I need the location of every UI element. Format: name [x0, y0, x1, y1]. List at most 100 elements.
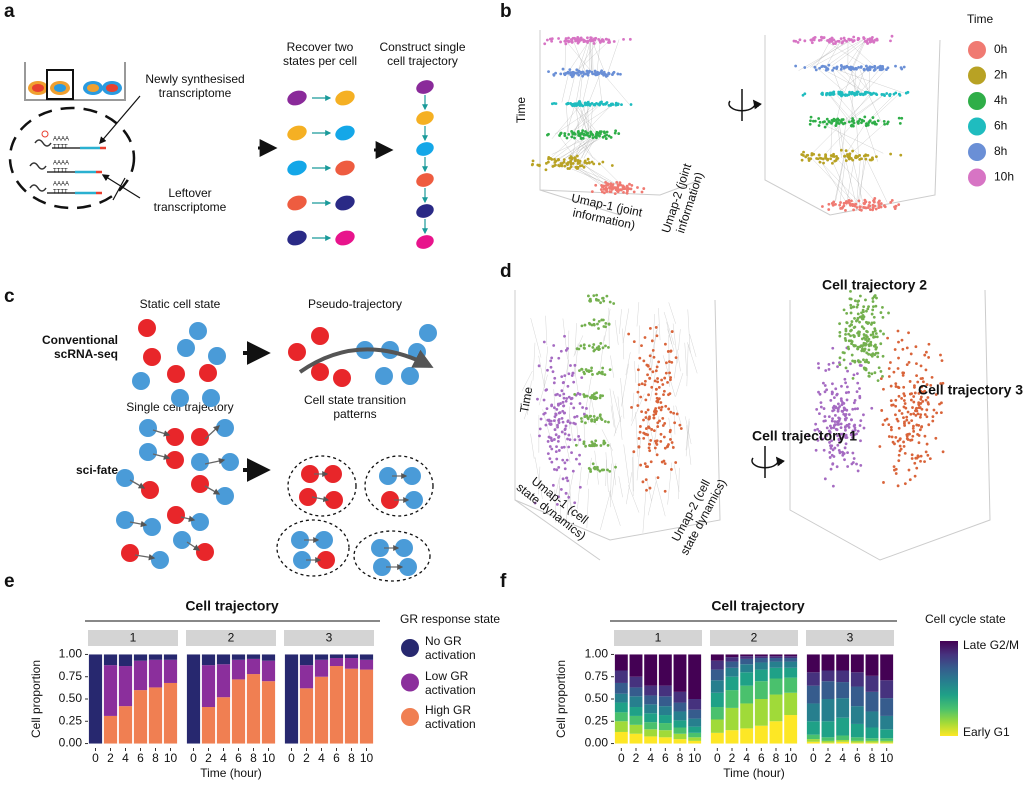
cell-dot — [648, 326, 652, 330]
cell-dot — [553, 406, 556, 410]
bar-segment — [769, 721, 783, 744]
cell-dot — [819, 35, 823, 39]
bar-segment — [821, 721, 835, 738]
cell-oval — [416, 142, 434, 156]
cell-dot — [832, 426, 836, 430]
poly-a: AAAA — [53, 137, 69, 143]
cell-dot — [604, 325, 607, 329]
cell-dot — [627, 332, 631, 336]
bar-segment — [673, 654, 687, 692]
cell-dot — [833, 413, 837, 417]
cell-dot — [896, 385, 900, 389]
axis-label: Umap-2 (cell state dynamics) — [668, 476, 730, 558]
cell-dot — [607, 71, 611, 75]
cell-dot — [917, 424, 921, 427]
cell-dot — [614, 465, 617, 469]
cell-dot — [381, 491, 399, 509]
cell-dot — [588, 299, 592, 303]
cell-dot — [579, 132, 583, 136]
cell-dot — [315, 531, 333, 549]
annotation: Leftover transcriptome before labeling — [151, 186, 230, 216]
cell-dot — [838, 331, 842, 334]
cell-dot — [859, 463, 863, 467]
y-tick-label: 0.25 — [59, 713, 83, 727]
cell-dot — [839, 67, 843, 71]
cell-dot — [821, 205, 824, 208]
cell-dot — [575, 72, 578, 75]
cell-dot — [577, 102, 581, 106]
bar-segment — [148, 687, 163, 744]
bar-segment — [688, 737, 702, 741]
link-line — [569, 479, 572, 518]
cell-dot — [918, 406, 922, 409]
x-tick-label: 4 — [318, 751, 325, 765]
link-line — [635, 412, 639, 457]
cell-dot — [562, 404, 565, 408]
cell-dot — [637, 383, 641, 387]
cell-dot — [189, 322, 207, 340]
cell-dot — [657, 397, 661, 401]
cell-dot — [567, 495, 571, 499]
cell-dot — [853, 359, 857, 363]
cell-dot — [577, 134, 580, 137]
link-line — [551, 131, 600, 155]
cell-dot — [558, 394, 562, 397]
cell-dot — [902, 416, 905, 420]
bar-segment — [710, 732, 724, 744]
cell-dot — [831, 448, 835, 452]
bar-segment — [644, 685, 658, 696]
cell-dot — [638, 425, 642, 428]
cell-dot — [840, 436, 844, 440]
cell-dot — [656, 425, 660, 428]
cell-dot — [809, 115, 813, 119]
cell-dot — [555, 468, 559, 472]
label-box: No GR activation — [425, 634, 476, 662]
cell-dot — [583, 395, 586, 399]
bar-segment — [754, 699, 768, 726]
cell-dot — [618, 181, 622, 185]
cell-oval — [416, 235, 434, 249]
cell-dot — [665, 361, 668, 365]
cell-dot — [567, 36, 570, 40]
cell-dot — [299, 488, 317, 506]
cell-dot — [931, 415, 935, 419]
cell-dot — [859, 344, 863, 348]
cell-dot — [598, 396, 602, 400]
bar-segment — [806, 703, 820, 722]
cell-dot — [586, 417, 590, 421]
cell-dot — [855, 432, 858, 436]
cell-dot — [379, 467, 397, 485]
link-line — [654, 476, 666, 517]
cell-dot — [823, 125, 827, 129]
cell-dot — [902, 405, 906, 409]
cell-dot — [818, 120, 822, 124]
cell-dot — [563, 132, 567, 135]
cell-oval — [416, 111, 434, 125]
cell-dot — [566, 163, 569, 166]
cell-dot — [559, 162, 563, 165]
cell-dot — [842, 358, 846, 362]
cell-dot — [842, 36, 846, 40]
cell-dot — [655, 334, 659, 338]
cell-dot — [648, 367, 652, 371]
cell-dot — [652, 413, 656, 417]
cell-dot — [852, 344, 856, 348]
cell-dot — [851, 451, 855, 455]
cell-dot — [879, 342, 883, 346]
cell-dot — [654, 387, 658, 391]
bar-segment — [688, 709, 702, 719]
bar-segment — [614, 731, 628, 744]
legend-swatch — [401, 639, 419, 657]
cell-dot — [914, 413, 918, 417]
cell-dot — [839, 148, 843, 152]
cell-dot — [610, 164, 614, 167]
cell-dot — [846, 424, 850, 427]
axis-label: Time — [517, 385, 535, 414]
cell-dot — [840, 65, 844, 69]
cell-dot — [580, 376, 584, 380]
link-line — [675, 405, 682, 426]
cell-dot — [907, 360, 911, 364]
cell-dot — [850, 323, 854, 327]
bar-segment — [201, 665, 216, 708]
cell-dot — [927, 342, 931, 346]
